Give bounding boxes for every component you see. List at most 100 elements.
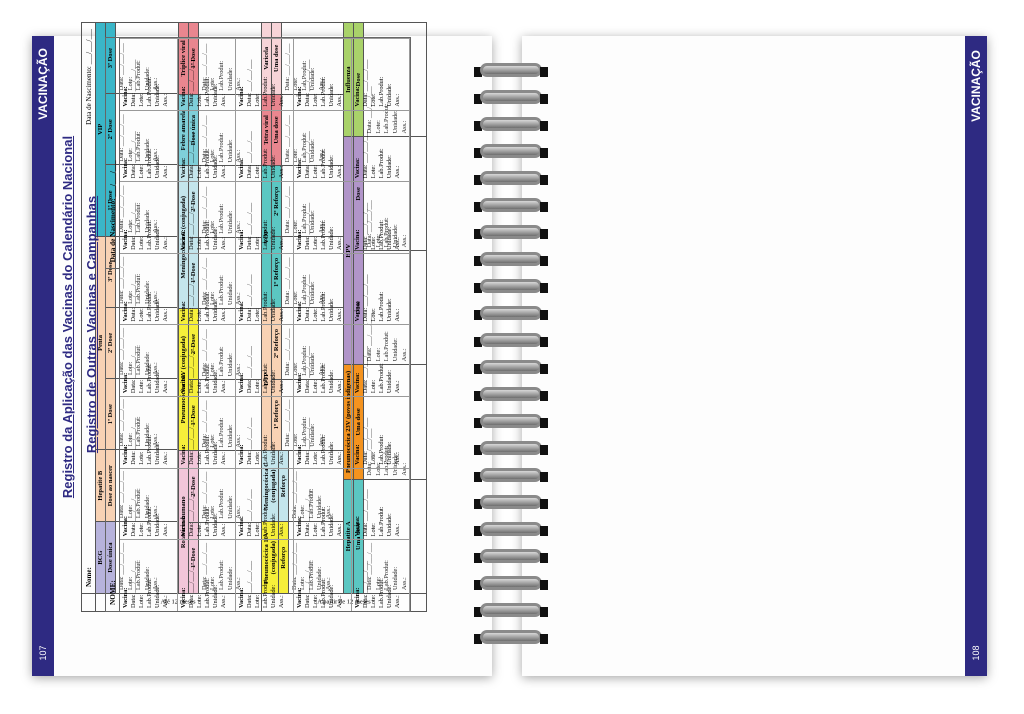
vaccine-record-cell[interactable]: Vacina: Data: ___/___/___ Lote: Lab.Produt:… bbox=[178, 38, 236, 110]
vaccine-record-cell[interactable]: Vacina: Data: ___/___/___ Lote: Lab.Produt:… bbox=[352, 38, 410, 110]
vaccine-record-cell[interactable]: Vacina: Data: ___/___/___ Lote: Lab.Produt:… bbox=[352, 324, 410, 397]
record-field: Unidade: bbox=[212, 83, 220, 107]
vaccine-record-cell[interactable]: Vacina: Data: ___/___/___ Lote: Lab.Produt:… bbox=[120, 539, 178, 611]
record-field: Lab.Produt: bbox=[146, 578, 154, 608]
vaccine-record-cell[interactable]: Vacina: Data: ___/___/___ Lote: Lab.Produt:… bbox=[294, 109, 352, 182]
vaccine-record-cell[interactable]: Vacina: Data: ___/___/___ Lote: Lab.Produt:… bbox=[178, 539, 236, 611]
record-field: Data: ___/___/___ bbox=[304, 489, 312, 537]
record-field: Lab.Produt: bbox=[378, 578, 386, 608]
record-field: Lab.Produt: bbox=[378, 148, 386, 179]
record-field: Lab.Produt: bbox=[262, 148, 270, 179]
record-field: Lote: bbox=[254, 594, 262, 608]
record-field: Data: ___/___/___ bbox=[130, 417, 138, 465]
vaccine-record-cell[interactable]: Vacina: Data: ___/___/___ Lote: Lab.Produt:… bbox=[294, 38, 352, 110]
record-field: Data: ___/___/___ bbox=[304, 560, 312, 608]
vaccine-record-cell[interactable]: Vacina: Data: ___/___/___ Lote: Lab.Produt:… bbox=[294, 396, 352, 468]
record-field: Vacina: bbox=[238, 444, 245, 465]
spiral-ring bbox=[468, 519, 554, 541]
vaccine-record-cell[interactable]: Vacina: Data: ___/___/___ Lote: Lab.Produt:… bbox=[178, 324, 236, 397]
vaccine-record-cell[interactable]: Vacina: Data: ___/___/___ Lote: Lab.Produt:… bbox=[120, 324, 178, 397]
record-field: Data: ___/___/___ bbox=[304, 346, 312, 394]
record-field: Data: ___/___/___ bbox=[188, 274, 196, 322]
record-field: Data: ___/___/___ bbox=[246, 274, 254, 322]
record-field: Unidade: bbox=[154, 298, 162, 322]
record-field: Unidade: bbox=[328, 584, 336, 608]
spiral-ring bbox=[468, 384, 554, 406]
vaccine-record-cell[interactable]: Vacina: Data: ___/___/___ Lote: Lab.Produt:… bbox=[352, 252, 410, 325]
record-field: Lab.Produt: bbox=[204, 76, 212, 107]
vaccine-record-cell[interactable]: Vacina: Data: ___/___/___ Lote: Lab.Produt:… bbox=[294, 252, 352, 325]
record-field: Unidade: bbox=[212, 155, 220, 179]
right-side-band: VACINAÇÃO 108 bbox=[965, 36, 987, 676]
vaccine-record-cell[interactable]: Vacina: Data: ___/___/___ Lote: Lab.Produt:… bbox=[120, 38, 178, 110]
record-field: Vacina: bbox=[354, 157, 361, 179]
vaccine-record-cell[interactable]: Vacina: Data: ___/___/___ Lote: Lab.Produt:… bbox=[294, 539, 352, 611]
vaccine-record-cell[interactable]: Vacina: Data: ___/___/___ Lote: Lab.Produt:… bbox=[236, 252, 294, 325]
vaccine-record-cell[interactable]: Vacina: Data: ___/___/___ Lote: Lab.Produt:… bbox=[178, 252, 236, 325]
vaccine-record-cell[interactable]: Vacina: Data: ___/___/___ Lote: Lab.Produt:… bbox=[236, 396, 294, 468]
vaccine-record-cell[interactable]: Vacina: Data: ___/___/___ Lote: Lab.Produt:… bbox=[178, 181, 236, 253]
vaccine-record-cell[interactable]: Vacina: Data: ___/___/___ Lote: Lab.Produt:… bbox=[178, 396, 236, 468]
record-field: Lote: bbox=[312, 164, 320, 179]
record-field: Vacina: bbox=[122, 515, 129, 537]
record-field: Lote: bbox=[138, 451, 146, 465]
other-vaccines-sheet: Registro de Outras Vacinas e Campanhas N… bbox=[80, 37, 420, 612]
vaccine-record-cell[interactable]: Vacina: Data: ___/___/___ Lote: Lab.Produt:… bbox=[236, 109, 294, 182]
record-field: Vacina: bbox=[180, 301, 187, 322]
record-field: Lab.Produt: bbox=[262, 578, 270, 608]
vaccine-record-cell[interactable]: Vacina: Data: ___/___/___ Lote: Lab.Produt:… bbox=[236, 467, 294, 540]
record-field: Lote: bbox=[254, 451, 262, 465]
record-field: Lote: bbox=[312, 523, 320, 537]
record-field: Lab.Produt: bbox=[204, 578, 212, 608]
record-field: Data: ___/___/___ bbox=[188, 417, 196, 465]
record-field: Lote: bbox=[196, 308, 204, 322]
record-field: Lab.Produt: bbox=[146, 363, 154, 394]
other-birth-label: Data de Nascimento: ___/___/___ bbox=[108, 160, 117, 263]
record-field: Data: ___/___/___ bbox=[362, 274, 370, 322]
record-field: Lote: bbox=[370, 93, 378, 107]
record-field: Vacina: bbox=[122, 86, 129, 107]
vaccine-record-cell[interactable]: Vacina: Data: ___/___/___ Lote: Lab.Produt:… bbox=[352, 109, 410, 182]
record-field: Lab.Produt: bbox=[378, 76, 386, 107]
vaccine-record-cell[interactable]: Vacina: Data: ___/___/___ Lote: Lab.Produt:… bbox=[294, 467, 352, 540]
vaccine-record-cell[interactable]: Vacina: Data: ___/___/___ Lote: Lab.Produt:… bbox=[236, 539, 294, 611]
record-field: Ass.: bbox=[220, 308, 228, 322]
vaccine-record-cell[interactable]: Vacina: Data: ___/___/___ Lote: Lab.Produt:… bbox=[178, 467, 236, 540]
vaccine-record-cell[interactable]: Vacina: Data: ___/___/___ Lote: Lab.Produt:… bbox=[352, 467, 410, 540]
record-field: Vacina: bbox=[238, 587, 245, 608]
record-field: Lote: bbox=[254, 308, 262, 322]
record-field: Ass.: bbox=[336, 93, 344, 107]
record-field: Ass.: bbox=[336, 595, 344, 608]
record-field: Ass.: bbox=[394, 523, 402, 537]
vaccine-record-cell[interactable]: Vacina: Data: ___/___/___ Lote: Lab.Produt:… bbox=[120, 396, 178, 468]
record-field: Unidade: bbox=[328, 370, 336, 394]
vaccine-record-cell[interactable]: Vacina: Data: ___/___/___ Lote: Lab.Produt:… bbox=[352, 539, 410, 611]
vaccine-record-cell[interactable]: Vacina: Data: ___/___/___ Lote: Lab.Produt:… bbox=[236, 181, 294, 253]
vaccine-record-cell[interactable]: Vacina: Data: ___/___/___ Lote: Lab.Produt:… bbox=[120, 467, 178, 540]
vaccine-record-cell[interactable]: Vacina: Data: ___/___/___ Lote: Lab.Produt:… bbox=[352, 396, 410, 468]
vaccine-record-cell[interactable]: Vacina: Data: ___/___/___ Lote: Lab.Produt:… bbox=[120, 109, 178, 182]
record-field: Lab.Produt: bbox=[262, 363, 270, 394]
vaccine-record-cell[interactable]: Vacina: Data: ___/___/___ Lote: Lab.Produt:… bbox=[236, 38, 294, 110]
record-field: Vacina: bbox=[122, 372, 129, 394]
record-field: Lote: bbox=[312, 451, 320, 465]
spiral-ring bbox=[468, 600, 554, 622]
spiral-ring bbox=[468, 249, 554, 271]
record-field: Unidade: bbox=[212, 441, 220, 465]
record-field: Ass.: bbox=[336, 523, 344, 537]
record-field: Lote: bbox=[370, 594, 378, 608]
vaccine-record-cell[interactable]: Vacina: Data: ___/___/___ Lote: Lab.Produt:… bbox=[178, 109, 236, 182]
record-field: Lab.Produt: bbox=[378, 434, 386, 465]
record-field: Lote: bbox=[312, 236, 320, 250]
record-field: Data: ___/___/___ bbox=[188, 59, 196, 107]
record-field: Lab.Produt: bbox=[204, 148, 212, 179]
vaccine-record-cell[interactable]: Vacina: Data: ___/___/___ Lote: Lab.Produt:… bbox=[236, 324, 294, 397]
record-field: Vacina: bbox=[122, 301, 129, 322]
vaccine-record-cell[interactable]: Vacina: Data: ___/___/___ Lote: Lab.Produt:… bbox=[120, 181, 178, 253]
vaccine-record-cell[interactable]: Vacina: Data: ___/___/___ Lote: Lab.Produt:… bbox=[120, 252, 178, 325]
record-field: Lote: bbox=[254, 379, 262, 394]
vaccine-record-cell[interactable]: Vacina: Data: ___/___/___ Lote: Lab.Produt:… bbox=[294, 181, 352, 253]
vaccine-record-cell[interactable]: Vacina: Data: ___/___/___ Lote: Lab.Produt:… bbox=[352, 181, 410, 253]
record-field: Lote: bbox=[196, 236, 204, 250]
vaccine-record-cell[interactable]: Vacina: Data: ___/___/___ Lote: Lab.Produt:… bbox=[294, 324, 352, 397]
